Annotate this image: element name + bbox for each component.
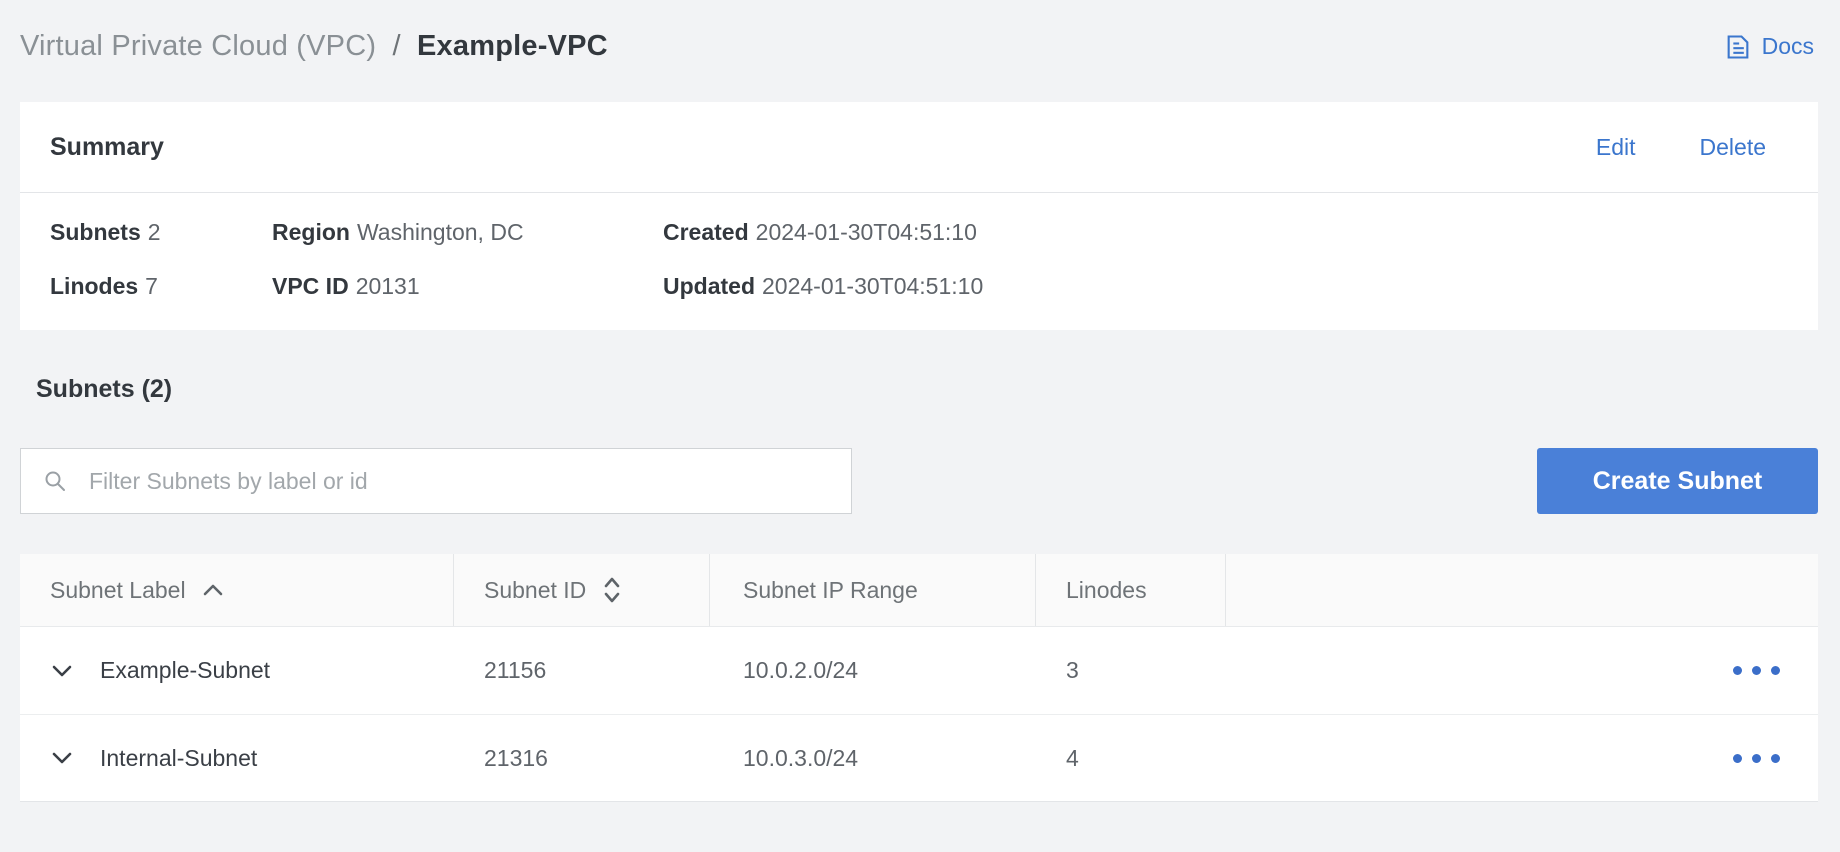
subnets-heading: Subnets (2) <box>36 375 173 403</box>
column-header-subnet-ip-range: Subnet IP Range <box>710 554 1036 626</box>
subnet-ip-range-cell: 10.0.2.0/24 <box>743 657 859 683</box>
dot-icon <box>1733 666 1742 675</box>
sort-asc-icon <box>202 583 224 597</box>
docs-link[interactable]: Docs <box>1724 33 1818 61</box>
subnet-actions-cell <box>1226 748 1818 769</box>
subnets-table: Subnet Label Subnet ID <box>20 554 1818 802</box>
subnet-ip-range-cell: 10.0.3.0/24 <box>743 744 859 771</box>
subnet-label-cell: Internal-Subnet <box>20 745 454 772</box>
dot-icon <box>1733 753 1742 763</box>
row-action-menu-button[interactable] <box>1727 660 1786 681</box>
row-action-menu-button[interactable] <box>1727 748 1786 769</box>
summary-field-region: Region Washington, DC <box>272 219 524 245</box>
column-header-subnet-id[interactable]: Subnet ID <box>454 554 710 626</box>
top-bar: Virtual Private Cloud (VPC) / Example-VP… <box>20 0 1818 66</box>
subnet-linodes-cell: 4 <box>1066 744 1079 771</box>
summary-field-updated: Updated 2024-01-30T04:51:10 <box>663 273 984 299</box>
docs-label: Docs <box>1761 33 1814 59</box>
summary-field-subnets: Subnets 2 <box>50 219 161 245</box>
edit-link[interactable]: Edit <box>1595 133 1636 160</box>
subnets-toolbar: Create Subnet <box>20 448 1818 514</box>
chevron-down-icon <box>50 750 74 766</box>
summary-panel: Summary Edit Delete Subnets 2 Region Washi… <box>20 102 1818 330</box>
summary-field-created: Created 2024-01-30T04:51:10 <box>663 219 977 245</box>
create-subnet-button[interactable]: Create Subnet <box>1537 448 1818 514</box>
sort-both-icon <box>602 574 622 606</box>
expand-row-button[interactable] <box>50 750 74 766</box>
delete-link[interactable]: Delete <box>1699 133 1766 160</box>
subnet-actions-cell <box>1226 660 1818 681</box>
expand-row-button[interactable] <box>50 663 74 679</box>
dot-icon <box>1771 753 1780 763</box>
subnet-id-cell: 21156 <box>484 657 547 683</box>
summary-actions: Edit Delete <box>1596 134 1766 161</box>
column-header-linodes: Linodes <box>1036 554 1226 626</box>
summary-body: Subnets 2 Region Washington, DC Created 202… <box>20 193 1818 330</box>
search-icon <box>43 469 67 493</box>
subnet-label-cell: Example-Subnet <box>20 657 454 684</box>
summary-field-vpc-id: VPC ID 20131 <box>272 273 420 299</box>
summary-title: Summary <box>50 132 164 161</box>
subnet-filter-input[interactable] <box>89 467 833 495</box>
column-header-subnet-label[interactable]: Subnet Label <box>20 554 454 626</box>
breadcrumb-parent-link[interactable]: Virtual Private Cloud (VPC) <box>20 30 377 62</box>
breadcrumb: Virtual Private Cloud (VPC) / Example-VP… <box>20 30 608 63</box>
column-header-actions <box>1226 554 1818 626</box>
subnet-linodes-cell: 3 <box>1066 657 1079 683</box>
chevron-down-icon <box>50 663 74 679</box>
summary-field-linodes: Linodes 7 <box>50 273 158 299</box>
subnet-id-cell: 21316 <box>484 744 548 771</box>
dot-icon <box>1752 666 1761 675</box>
dot-icon <box>1771 666 1780 675</box>
dot-icon <box>1752 753 1761 763</box>
breadcrumb-separator: / <box>392 30 401 62</box>
summary-panel-header: Summary Edit Delete <box>20 102 1818 193</box>
breadcrumb-current: Example-VPC <box>417 30 608 62</box>
subnet-filter-box[interactable] <box>20 448 852 514</box>
subnets-table-header: Subnet Label Subnet ID <box>20 554 1818 627</box>
vpc-detail-page: Virtual Private Cloud (VPC) / Example-VP… <box>20 0 1818 802</box>
subnet-row-internal-subnet: Internal-Subnet 21316 10.0.3.0/24 4 <box>20 714 1818 801</box>
subnet-row-example-subnet: Example-Subnet 21156 10.0.2.0/24 3 <box>20 627 1818 714</box>
docs-icon <box>1724 33 1752 61</box>
